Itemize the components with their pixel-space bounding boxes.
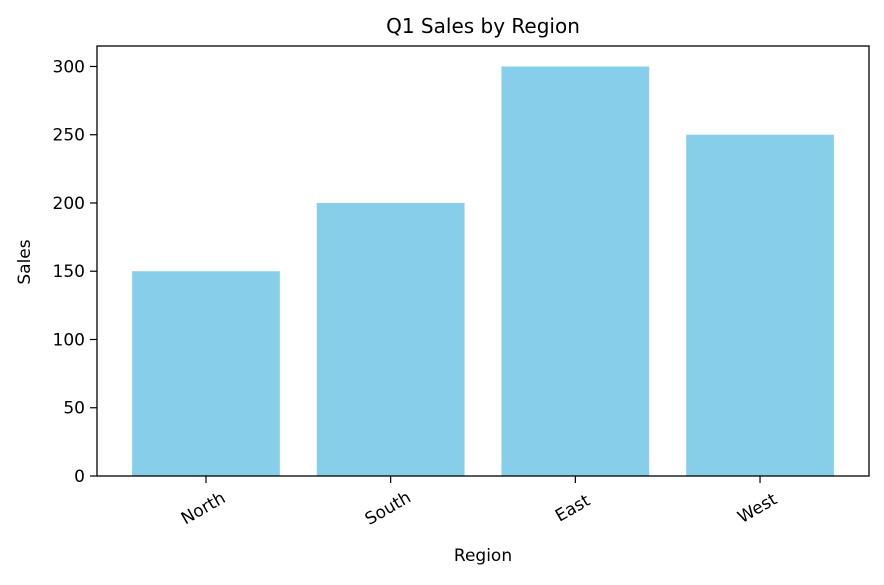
x-axis-ticks: North South East West xyxy=(178,476,781,530)
bar-east xyxy=(501,66,650,476)
y-tick-label: 0 xyxy=(74,467,85,487)
y-tick-label: 50 xyxy=(63,399,85,419)
x-axis-label: Region xyxy=(454,546,512,566)
x-tick-label-south: South xyxy=(362,488,415,530)
bar-south xyxy=(316,202,465,476)
y-tick-label: 250 xyxy=(53,126,85,146)
plot-frame xyxy=(96,45,870,477)
y-axis-ticks: 0 50 100 150 200 250 300 xyxy=(53,57,97,487)
bar-west xyxy=(686,134,834,476)
y-tick-label: 300 xyxy=(53,57,85,77)
y-tick-label: 100 xyxy=(53,330,85,350)
y-axis-label: Sales xyxy=(15,239,35,284)
chart-title: Q1 Sales by Region xyxy=(386,14,580,38)
y-tick-label: 150 xyxy=(53,262,85,282)
bar-north xyxy=(132,271,280,476)
bars-group xyxy=(132,66,834,476)
y-tick-label: 200 xyxy=(53,194,85,214)
x-tick-label-west: West xyxy=(734,489,780,527)
x-tick-label-north: North xyxy=(178,488,229,529)
x-tick-label-east: East xyxy=(552,491,594,527)
